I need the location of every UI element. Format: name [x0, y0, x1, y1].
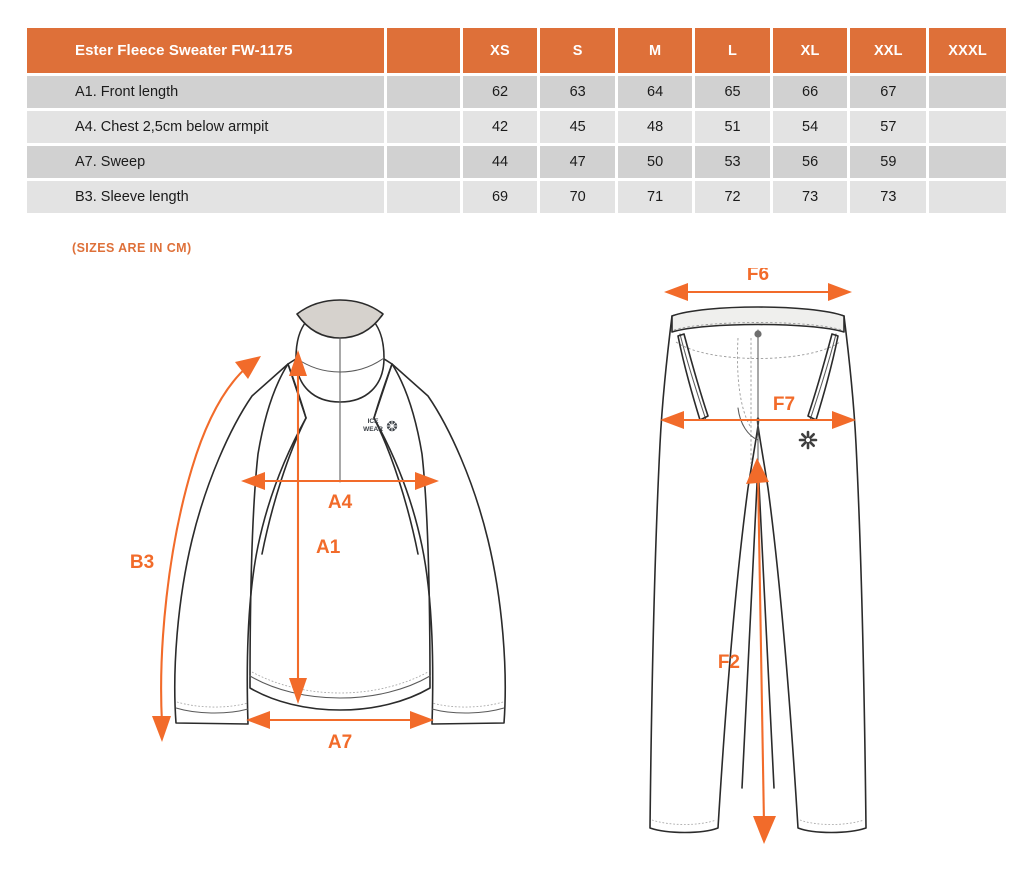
table-row: A7. Sweep 44 47 50 53 56 59	[27, 146, 1006, 178]
dimension-label-a4: A4	[328, 492, 353, 513]
dimension-a7: A7	[246, 711, 434, 753]
value-cell	[929, 146, 1006, 178]
size-chart-table: Ester Fleece Sweater FW-1175 XS S M L XL…	[24, 25, 1009, 216]
dimension-label-a1: A1	[316, 537, 341, 558]
value-cell: 50	[617, 146, 693, 178]
spacer-cell	[386, 111, 460, 143]
snowflake-icon	[798, 430, 818, 450]
value-cell	[929, 111, 1006, 143]
dimension-a1: A1	[289, 350, 341, 704]
spacer-cell	[386, 146, 460, 178]
value-cell	[929, 181, 1006, 213]
sweater-diagram: ICE WEAR A4 A1	[120, 268, 560, 768]
value-cell: 65	[695, 76, 770, 108]
size-header-xl: XL	[772, 28, 848, 73]
size-header-s: S	[540, 28, 615, 73]
spacer-cell	[386, 181, 460, 213]
dimension-f2: F2	[718, 458, 776, 844]
value-cell: 73	[772, 181, 848, 213]
value-cell: 64	[617, 76, 693, 108]
dimension-a4: A4	[241, 472, 439, 513]
measurement-label: A1. Front length	[27, 76, 384, 108]
value-cell: 56	[772, 146, 848, 178]
header-spacer-cell	[386, 28, 460, 73]
value-cell: 63	[540, 76, 615, 108]
value-cell: 51	[695, 111, 770, 143]
table-row: B3. Sleeve length 69 70 71 72 73 73	[27, 181, 1006, 213]
dimension-label-f6: F6	[747, 268, 769, 285]
value-cell: 48	[617, 111, 693, 143]
value-cell: 69	[462, 181, 538, 213]
table-header: Ester Fleece Sweater FW-1175 XS S M L XL…	[27, 28, 1006, 73]
dimension-b3: B3	[130, 356, 261, 742]
table-row: A4. Chest 2,5cm below armpit 42 45 48 51…	[27, 111, 1006, 143]
units-note: (SIZES ARE IN CM)	[72, 241, 192, 255]
value-cell: 53	[695, 146, 770, 178]
value-cell	[929, 76, 1006, 108]
trousers-diagram: F6 F7 F2	[608, 268, 908, 868]
measurement-label: A4. Chest 2,5cm below armpit	[27, 111, 384, 143]
dimension-label-b3: B3	[130, 552, 154, 573]
measurement-label: A7. Sweep	[27, 146, 384, 178]
trousers-outline	[649, 306, 867, 834]
size-header-xxl: XXL	[850, 28, 927, 73]
spacer-cell	[386, 76, 460, 108]
value-cell: 62	[462, 76, 538, 108]
value-cell: 71	[617, 181, 693, 213]
size-header-xs: XS	[462, 28, 538, 73]
table-header-row: Ester Fleece Sweater FW-1175 XS S M L XL…	[27, 28, 1006, 73]
value-cell: 73	[850, 181, 927, 213]
logo-text-wear: WEAR	[363, 426, 383, 433]
size-header-m: M	[617, 28, 693, 73]
value-cell: 72	[695, 181, 770, 213]
dimension-label-a7: A7	[328, 732, 352, 753]
value-cell: 44	[462, 146, 538, 178]
measurement-label: B3. Sleeve length	[27, 181, 384, 213]
dimension-label-f2: F2	[718, 652, 740, 673]
size-header-l: L	[695, 28, 770, 73]
logo-text-ice: ICE	[368, 418, 380, 425]
value-cell: 67	[850, 76, 927, 108]
value-cell: 59	[850, 146, 927, 178]
dimension-f7: F7	[660, 394, 856, 429]
value-cell: 66	[772, 76, 848, 108]
technical-drawings: ICE WEAR A4 A1	[0, 268, 1034, 888]
table-row: A1. Front length 62 63 64 65 66 67	[27, 76, 1006, 108]
logo-emblem-icon	[386, 420, 398, 432]
value-cell: 45	[540, 111, 615, 143]
dimension-f6: F6	[664, 268, 852, 301]
value-cell: 57	[850, 111, 927, 143]
dimension-label-f7: F7	[773, 394, 795, 415]
ice-wear-logo: ICE WEAR	[363, 418, 398, 433]
value-cell: 70	[540, 181, 615, 213]
value-cell: 54	[772, 111, 848, 143]
size-header-xxxl: XXXL	[929, 28, 1006, 73]
table-body: A1. Front length 62 63 64 65 66 67 A4. C…	[27, 76, 1006, 213]
value-cell: 47	[540, 146, 615, 178]
value-cell: 42	[462, 111, 538, 143]
product-title-cell: Ester Fleece Sweater FW-1175	[27, 28, 384, 73]
